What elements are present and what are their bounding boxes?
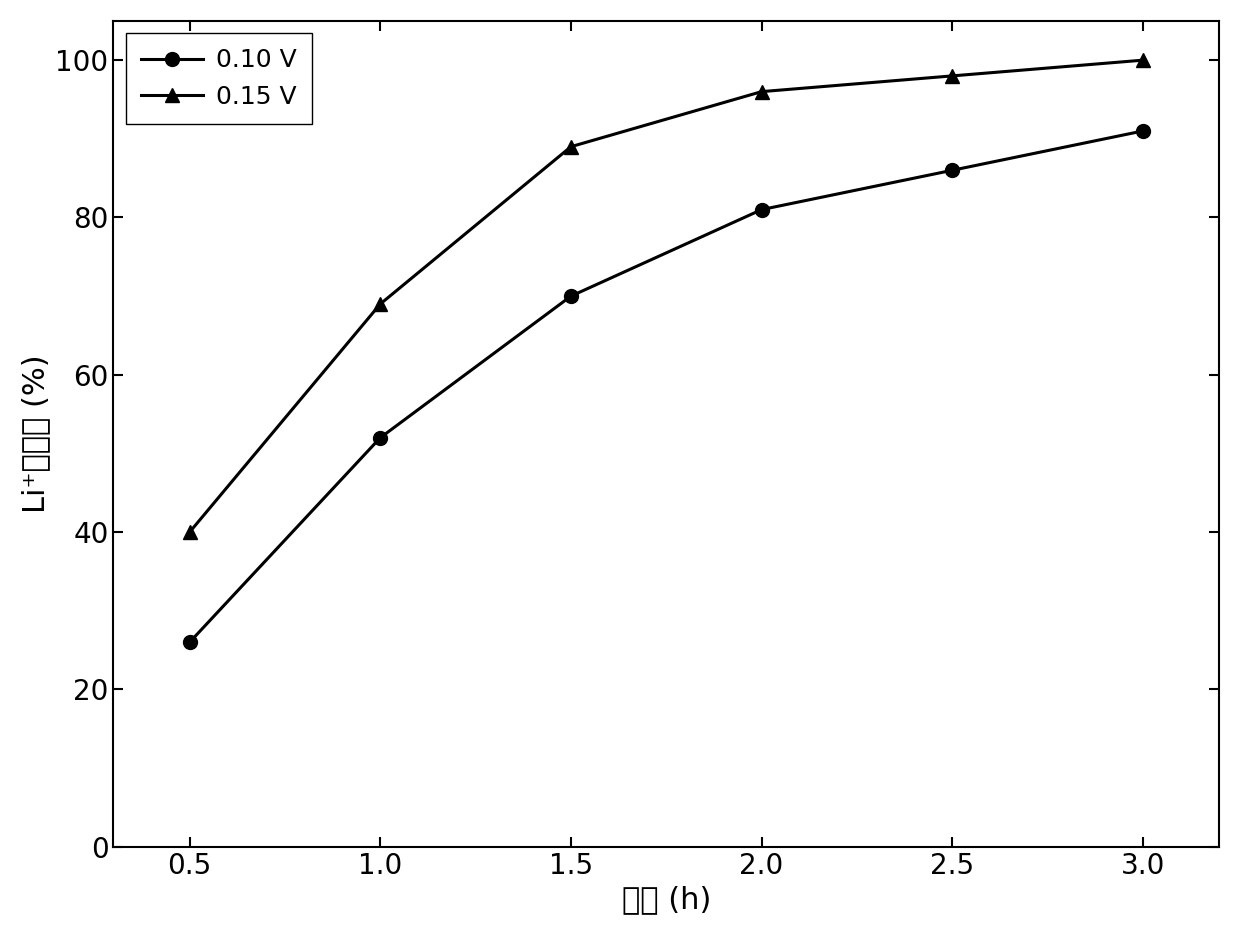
0.10 V bbox=[373, 432, 388, 443]
0.15 V bbox=[182, 526, 197, 538]
0.10 V bbox=[945, 165, 960, 176]
0.15 V bbox=[373, 298, 388, 309]
Legend: 0.10 V, 0.15 V: 0.10 V, 0.15 V bbox=[126, 34, 311, 123]
0.10 V bbox=[563, 291, 578, 302]
Line: 0.15 V: 0.15 V bbox=[182, 53, 1149, 539]
0.10 V bbox=[182, 637, 197, 648]
Y-axis label: Li⁺回收率 (%): Li⁺回收率 (%) bbox=[21, 354, 50, 513]
0.15 V bbox=[563, 141, 578, 152]
X-axis label: 时间 (h): 时间 (h) bbox=[621, 885, 711, 914]
0.10 V bbox=[1136, 125, 1151, 137]
0.15 V bbox=[754, 86, 769, 97]
Line: 0.10 V: 0.10 V bbox=[182, 124, 1149, 649]
0.10 V bbox=[754, 204, 769, 215]
0.15 V bbox=[945, 70, 960, 81]
0.15 V bbox=[1136, 54, 1151, 65]
